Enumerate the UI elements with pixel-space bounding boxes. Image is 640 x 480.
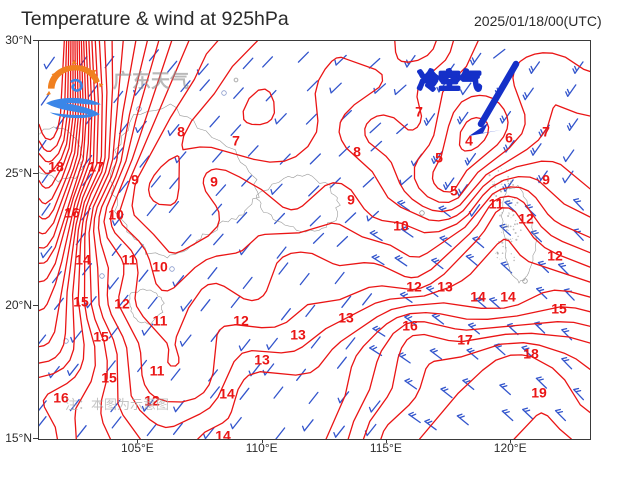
svg-text:9: 9	[131, 172, 139, 188]
svg-text:18: 18	[523, 346, 539, 362]
svg-text:19: 19	[531, 385, 547, 401]
svg-text:12: 12	[406, 279, 422, 295]
svg-text:14: 14	[215, 428, 231, 439]
svg-text:10: 10	[108, 207, 124, 223]
svg-text:12: 12	[518, 211, 534, 227]
svg-text:11: 11	[150, 363, 165, 379]
svg-text:13: 13	[254, 352, 270, 368]
svg-text:11: 11	[122, 252, 137, 268]
svg-text:9: 9	[347, 192, 355, 208]
svg-text:11: 11	[489, 196, 504, 212]
svg-text:广东天气: 广东天气	[113, 69, 189, 92]
svg-text:6: 6	[505, 130, 513, 146]
svg-text:13: 13	[290, 327, 306, 343]
svg-text:15: 15	[73, 294, 89, 310]
svg-text:12: 12	[114, 296, 130, 312]
svg-text:5: 5	[450, 183, 458, 199]
svg-text:8: 8	[353, 144, 361, 160]
svg-text:15: 15	[93, 329, 109, 345]
svg-text:7: 7	[542, 124, 550, 140]
svg-text:17: 17	[88, 159, 104, 175]
svg-text:17: 17	[457, 332, 473, 348]
svg-text:注：本图为示意图: 注：本图为示意图	[65, 397, 169, 412]
svg-text:13: 13	[338, 310, 354, 326]
svg-text:10: 10	[393, 218, 409, 234]
svg-text:8: 8	[177, 124, 185, 140]
svg-text:5: 5	[435, 150, 443, 166]
svg-text:14: 14	[75, 252, 91, 268]
svg-text:18: 18	[48, 159, 64, 175]
svg-text:14: 14	[470, 289, 486, 305]
svg-text:12: 12	[233, 313, 249, 329]
svg-text:16: 16	[64, 205, 80, 221]
svg-text:12: 12	[547, 248, 563, 264]
svg-text:15: 15	[551, 301, 567, 317]
svg-text:14: 14	[500, 289, 516, 305]
svg-text:15: 15	[101, 370, 117, 386]
svg-text:13: 13	[437, 279, 453, 295]
svg-text:7: 7	[415, 104, 423, 120]
svg-text:冷空气: 冷空气	[418, 69, 481, 93]
svg-text:10: 10	[152, 259, 168, 275]
svg-text:16: 16	[402, 318, 418, 334]
svg-text:9: 9	[210, 174, 218, 190]
svg-text:7: 7	[232, 133, 240, 149]
svg-text:11: 11	[153, 313, 168, 329]
svg-text:14: 14	[219, 386, 235, 402]
svg-text:9: 9	[542, 172, 550, 188]
